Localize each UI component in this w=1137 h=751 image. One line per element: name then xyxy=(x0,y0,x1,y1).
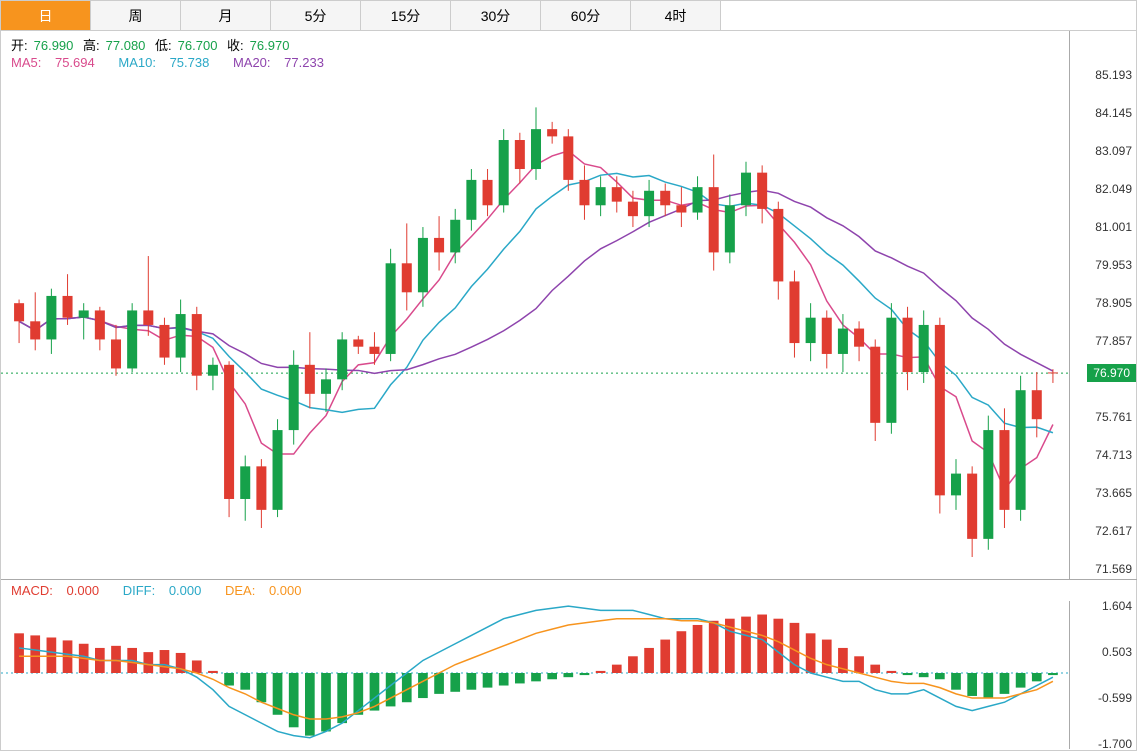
macd-value: 0.000 xyxy=(67,583,100,598)
candlestick-chart[interactable] xyxy=(1,31,1071,579)
price-tick: 71.569 xyxy=(1095,562,1132,576)
tab-月[interactable]: 月 xyxy=(181,1,271,30)
price-axis: 85.193 84.145 83.097 82.049 81.001 79.953 78.9… xyxy=(1069,31,1136,579)
macd-tick: 0.503 xyxy=(1102,645,1132,659)
price-tick: 84.145 xyxy=(1095,106,1132,120)
macd-axis: 1.604 0.503 -0.599 -1.700 xyxy=(1069,601,1136,749)
tab-15分[interactable]: 15分 xyxy=(361,1,451,30)
diff-label: DIFF: xyxy=(123,583,156,598)
price-tick: 77.857 xyxy=(1095,334,1132,348)
tab-5分[interactable]: 5分 xyxy=(271,1,361,30)
macd-tick: 1.604 xyxy=(1102,599,1132,613)
tab-日[interactable]: 日 xyxy=(1,1,91,30)
price-tick: 81.001 xyxy=(1095,220,1132,234)
dea-label: DEA: xyxy=(225,583,255,598)
macd-readout: MACD: 0.000 DIFF: 0.000 DEA: 0.000 xyxy=(11,583,322,598)
price-tick: 82.049 xyxy=(1095,182,1132,196)
dea-value: 0.000 xyxy=(269,583,302,598)
price-tick: 72.617 xyxy=(1095,524,1132,538)
macd-tick: -1.700 xyxy=(1098,737,1132,751)
price-tick: 85.193 xyxy=(1095,68,1132,82)
current-price-tag: 76.970 xyxy=(1087,364,1136,382)
price-tick: 74.713 xyxy=(1095,448,1132,462)
tab-60分[interactable]: 60分 xyxy=(541,1,631,30)
price-tick: 79.953 xyxy=(1095,258,1132,272)
tab-周[interactable]: 周 xyxy=(91,1,181,30)
tab-4时[interactable]: 4时 xyxy=(631,1,721,30)
price-tick: 78.905 xyxy=(1095,296,1132,310)
price-tick: 83.097 xyxy=(1095,144,1132,158)
macd-tick: -0.599 xyxy=(1098,691,1132,705)
diff-value: 0.000 xyxy=(169,583,202,598)
panel-divider xyxy=(1,579,1137,580)
macd-chart[interactable] xyxy=(1,601,1071,749)
chart-container: 日周月5分15分30分60分4时 开:76.990 高:77.080 低:76.… xyxy=(0,0,1137,751)
price-tick: 75.761 xyxy=(1095,410,1132,424)
tab-30分[interactable]: 30分 xyxy=(451,1,541,30)
price-tick: 73.665 xyxy=(1095,486,1132,500)
timeframe-tabs: 日周月5分15分30分60分4时 xyxy=(1,1,1136,31)
macd-label: MACD: xyxy=(11,583,53,598)
